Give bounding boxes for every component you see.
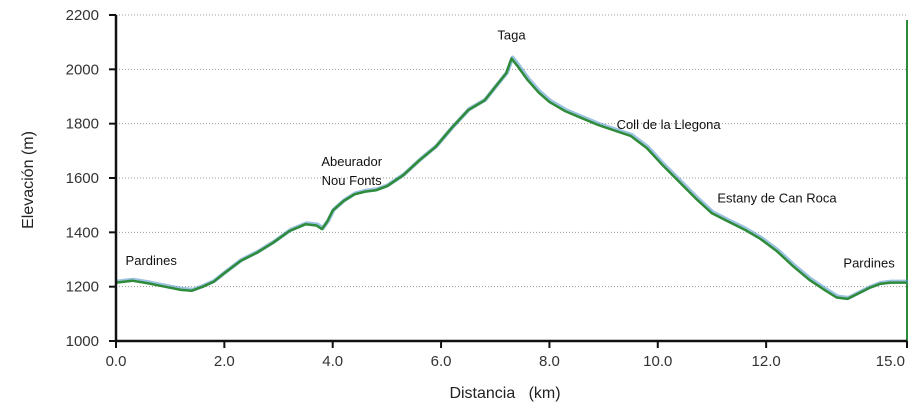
annotation-label: Estany de Can Roca <box>717 190 837 205</box>
y-axis-label: Elevación (m) <box>20 131 37 229</box>
annotation-label: Abeurador <box>321 154 382 169</box>
annotation-label: Pardines <box>126 253 178 268</box>
y-tick-label: 1600 <box>66 170 99 187</box>
y-tick-label: 1800 <box>66 116 99 133</box>
y-tick-label: 1200 <box>66 279 99 296</box>
x-tick-labels: 0.0 2.0 4.0 6.0 8.0 10.0 12.0 15.0 <box>106 353 905 370</box>
y-tick-labels: 1000 1200 1400 1600 1800 2000 2200 <box>66 7 99 350</box>
x-tick-label: 15.0 <box>876 353 905 370</box>
y-tick-label: 1400 <box>66 224 99 241</box>
x-tick-label: 8.0 <box>539 353 560 370</box>
annotations: Taga Coll de la Llegona Abeurador Nou Fonts… <box>126 27 896 270</box>
annotation-label: Coll de la Llegona <box>617 117 722 132</box>
y-tick-label: 2000 <box>66 61 99 78</box>
x-tick-label: 2.0 <box>214 353 235 370</box>
annotation-label: Taga <box>497 27 526 42</box>
y-tick-label: 1000 <box>66 333 99 350</box>
y-tick-label: 2200 <box>66 7 99 24</box>
x-tick-label: 0.0 <box>106 353 127 370</box>
x-tick-label: 6.0 <box>431 353 452 370</box>
x-tick-label: 12.0 <box>752 353 781 370</box>
x-tick-label: 4.0 <box>322 353 343 370</box>
axes <box>109 14 908 348</box>
series-line <box>115 57 907 301</box>
x-axis-label: Distancia (km) <box>449 385 560 402</box>
grid-lines <box>116 14 907 288</box>
x-tick-label: 10.0 <box>643 353 672 370</box>
annotation-label: Pardines <box>843 256 895 271</box>
annotation-label: Nou Fonts <box>322 173 382 188</box>
series-layer <box>115 55 908 301</box>
